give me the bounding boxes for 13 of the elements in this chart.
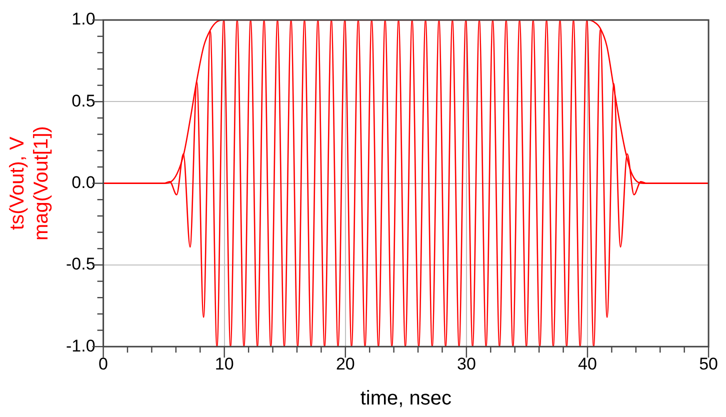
x-tick-label: 50	[699, 354, 718, 374]
x-tick-label: 0	[98, 354, 108, 374]
x-tick-label: 30	[456, 354, 476, 374]
y-tick-label: -0.5	[66, 254, 96, 274]
y-tick-label: 0.5	[72, 91, 96, 110]
x-tick-label: 10	[214, 354, 234, 374]
x-tick-label: 20	[336, 354, 355, 374]
y-tick-label: 1.0	[72, 10, 96, 29]
y-tick-label: 0.0	[72, 172, 96, 192]
x-tick-label: 40	[578, 354, 597, 374]
y-axis-title: ts(Vout), V mag(Vout[1])	[6, 126, 53, 241]
x-axis-title: time, nsec	[360, 388, 452, 410]
y-tick-label: -1.0	[66, 336, 96, 356]
